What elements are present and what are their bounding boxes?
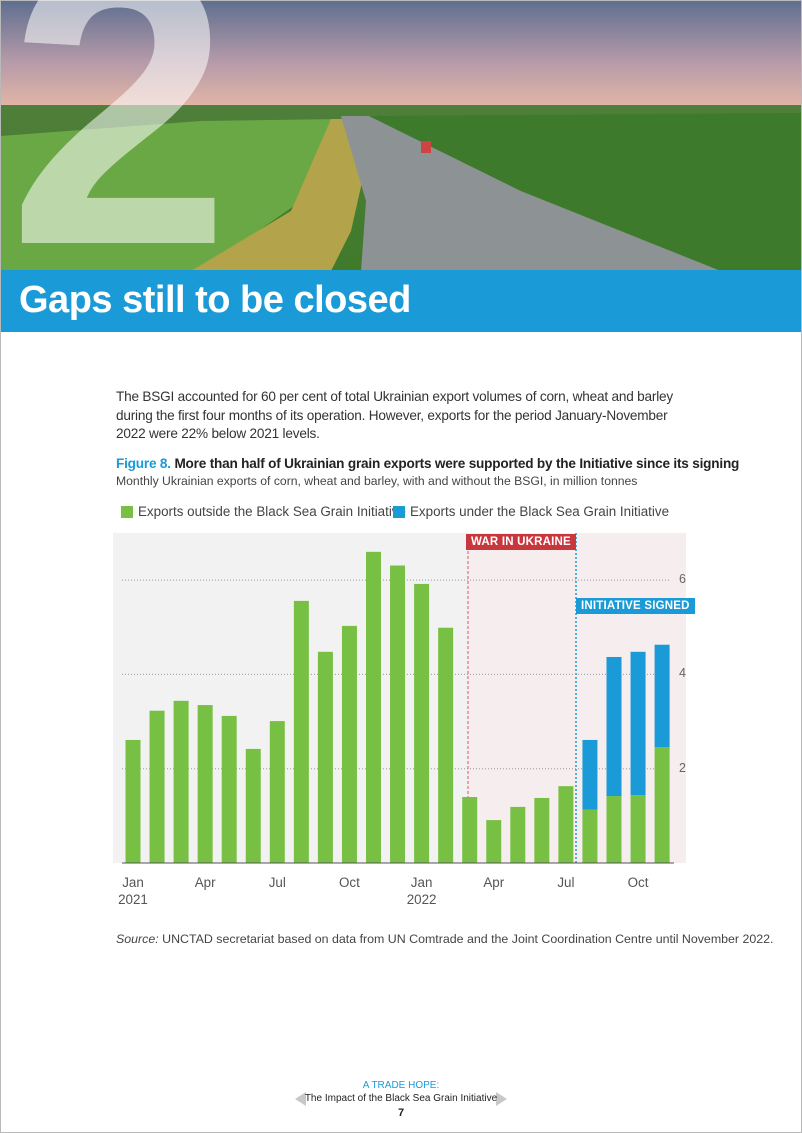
body-text: The BSGI accounted for 60 per cent of to…: [116, 389, 673, 441]
bar: [558, 786, 574, 863]
x-tick-label: Jan 2022: [406, 875, 437, 907]
chapter-number: 2: [8, 0, 230, 328]
x-tick-label: Oct: [339, 875, 360, 890]
title-banner: [1, 270, 801, 332]
bar: [486, 820, 502, 863]
footer-arrows: [295, 1092, 507, 1106]
figure-title: Figure 8. More than half of Ukrainian gr…: [116, 456, 739, 471]
page-number: 7: [397, 1107, 405, 1119]
bar: [438, 627, 454, 863]
bar: [245, 748, 261, 863]
figure-subtitle: Monthly Ukrainian exports of corn, wheat…: [116, 474, 638, 488]
x-tick-label: Jul: [557, 875, 575, 890]
war-period-shade: [468, 533, 686, 863]
x-tick-label: Apr: [483, 875, 505, 890]
bar: [582, 739, 598, 810]
bar: [390, 565, 406, 863]
bar: [293, 600, 309, 863]
legend-label: Exports under the Black Sea Grain Initia…: [410, 504, 670, 519]
bar: [317, 651, 333, 863]
figure-title-text: More than half of Ukrainian grain export…: [174, 456, 740, 471]
bar: [149, 710, 165, 863]
annotation: INITIATIVE SIGNED: [576, 598, 695, 614]
bar: [630, 795, 646, 863]
bar: [366, 551, 381, 863]
bar: [534, 797, 550, 863]
bar: [630, 651, 646, 796]
bar: [197, 705, 213, 863]
page-title: Gaps still to be closed: [19, 279, 411, 321]
chart: [113, 533, 686, 864]
bar: [606, 656, 622, 797]
x-tick-label: Oct: [627, 875, 649, 890]
legend-swatch: [393, 506, 405, 518]
source-label: Source:: [116, 932, 159, 946]
x-tick-label: Jul: [268, 875, 286, 890]
annotation: WAR IN UKRAINE: [466, 534, 576, 550]
bar: [414, 583, 430, 863]
legend-swatch: [121, 506, 133, 518]
y-tick-label: 4: [679, 666, 686, 681]
x-tick-label: Jan 2021: [118, 875, 148, 907]
bar: [654, 644, 670, 748]
footer-title: A TRADE HOPE:: [362, 1080, 440, 1091]
bar: [269, 721, 285, 863]
source-text: UNCTAD secretariat based on data from UN…: [162, 932, 774, 946]
y-tick-label: 6: [679, 572, 686, 587]
footer-subtitle: The Impact of the Black Sea Grain Initia…: [304, 1093, 498, 1104]
bar: [654, 747, 670, 863]
bar: [173, 700, 189, 863]
legend-label: Exports outside the Black Sea Grain Init…: [138, 504, 406, 519]
figure-label: Figure 8.: [116, 456, 171, 471]
bar: [125, 739, 141, 863]
bar: [462, 797, 478, 863]
cover-photo: [1, 1, 801, 271]
bar: [510, 806, 526, 863]
bar: [341, 625, 357, 863]
bar: [582, 809, 598, 863]
source-note: Source: UNCTAD secretariat based on data…: [116, 932, 774, 946]
x-tick-label: Apr: [194, 875, 216, 890]
bar: [221, 715, 237, 863]
y-tick-label: 2: [679, 760, 686, 775]
bar: [606, 796, 622, 863]
